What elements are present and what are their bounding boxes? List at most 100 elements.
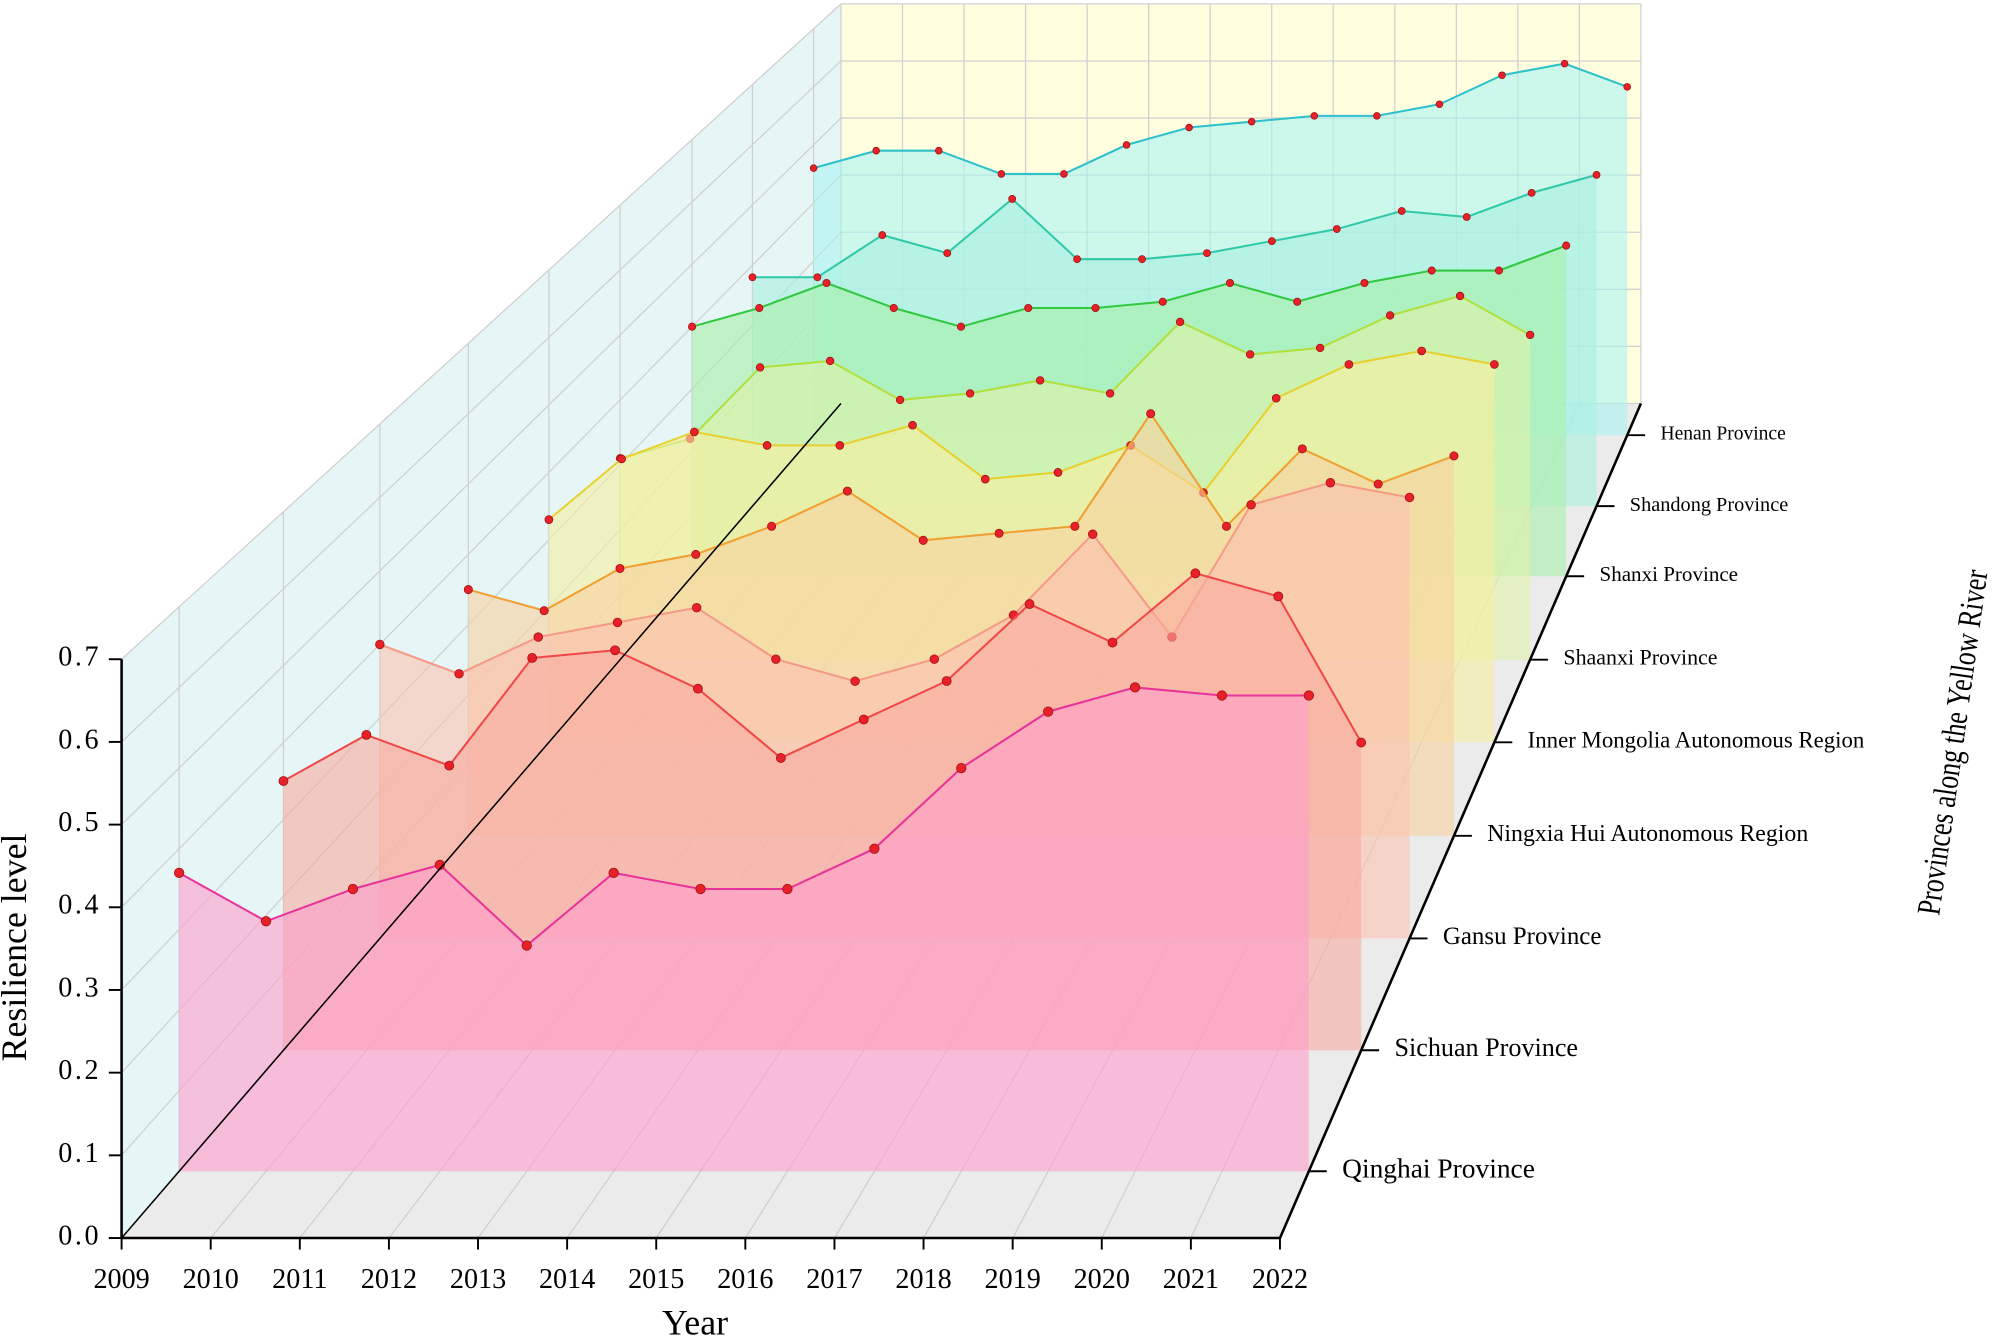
data-point — [908, 420, 917, 430]
data-point — [850, 676, 860, 686]
z-axis-title: Provinces along the Yellow River — [1910, 567, 1995, 917]
data-point — [965, 389, 975, 398]
data-point — [748, 273, 757, 282]
data-point — [1216, 690, 1228, 701]
data-point — [1562, 241, 1571, 250]
data-point — [809, 164, 818, 172]
data-point — [1449, 451, 1459, 461]
data-point — [1129, 682, 1141, 693]
data-point — [521, 940, 532, 951]
data-point — [941, 676, 952, 686]
data-point — [825, 356, 835, 366]
data-point — [918, 535, 928, 545]
data-point — [533, 632, 543, 642]
data-point — [1427, 266, 1436, 275]
data-point — [1293, 297, 1302, 306]
data-point — [775, 753, 786, 763]
data-point — [260, 916, 272, 927]
data-point — [1122, 141, 1131, 149]
data-point — [935, 146, 943, 155]
data-point — [1303, 690, 1314, 701]
data-point — [1297, 444, 1307, 454]
y-tick-label: 0.2 — [58, 1055, 101, 1086]
data-point — [1073, 255, 1082, 264]
x-tick-label: 2020 — [1074, 1264, 1130, 1295]
x-tick-label: 2016 — [717, 1264, 773, 1295]
data-point — [610, 645, 620, 656]
data-point — [1105, 389, 1115, 398]
grid-line — [121, 60, 842, 743]
data-point — [1053, 468, 1063, 477]
data-point — [1225, 278, 1235, 288]
z-tick-label: Shaanxi Province — [1563, 645, 1717, 670]
left-depth-edge — [121, 402, 842, 1239]
data-point — [1527, 189, 1536, 197]
data-point — [1325, 478, 1336, 488]
x-axis-title: Year — [662, 1303, 728, 1342]
data-point — [695, 883, 706, 895]
data-point — [1560, 59, 1569, 68]
data-point — [1310, 112, 1319, 120]
data-point — [1221, 521, 1232, 531]
x-tick-label: 2010 — [183, 1264, 239, 1295]
data-point — [1267, 237, 1276, 245]
data-point — [1024, 599, 1035, 609]
grid-line — [121, 117, 842, 826]
z-tick-label: Qinghai Province — [1342, 1154, 1535, 1184]
data-point — [1373, 479, 1383, 489]
data-point — [835, 441, 845, 450]
data-point — [375, 639, 385, 650]
data-point — [1024, 303, 1033, 313]
y-tick-label: 0.3 — [58, 972, 101, 1003]
x-tick-label: 2012 — [361, 1264, 417, 1295]
data-point — [463, 585, 473, 595]
series-line — [548, 349, 1495, 521]
data-point — [895, 395, 905, 405]
series-area — [179, 687, 1309, 1172]
data-point — [771, 654, 781, 664]
x-tick-label: 2015 — [628, 1264, 684, 1295]
data-point — [347, 883, 359, 895]
data-point — [1146, 409, 1156, 419]
x-tick-label: 2018 — [895, 1264, 951, 1295]
y-tick-label: 0.7 — [58, 642, 101, 673]
data-point — [1490, 360, 1499, 369]
data-point — [1344, 360, 1354, 369]
data-point — [943, 249, 952, 258]
data-point — [544, 515, 554, 524]
data-point — [1088, 529, 1098, 539]
data-point — [878, 231, 887, 239]
data-point — [278, 776, 289, 786]
x-tick-label: 2019 — [985, 1264, 1041, 1295]
data-point — [1332, 225, 1341, 233]
data-point — [454, 669, 464, 679]
data-point — [1070, 521, 1080, 531]
data-point — [539, 606, 549, 616]
data-point — [1356, 737, 1367, 748]
data-point — [174, 867, 185, 879]
data-point — [1185, 123, 1193, 132]
x-tick-label: 2014 — [539, 1264, 595, 1295]
z-axis — [1278, 402, 1643, 1239]
data-point — [1043, 706, 1054, 717]
data-point — [1245, 350, 1255, 359]
data-point — [1175, 317, 1185, 327]
data-point — [755, 303, 764, 313]
data-point — [1373, 112, 1381, 120]
data-point — [1060, 170, 1068, 178]
data-point — [1498, 71, 1506, 79]
data-point — [889, 303, 898, 313]
data-point — [1494, 266, 1503, 275]
data-point — [693, 683, 703, 694]
data-point — [1404, 492, 1415, 503]
series-line — [282, 572, 1363, 782]
data-point — [842, 486, 852, 496]
data-point — [1385, 311, 1395, 320]
data-point — [1462, 213, 1471, 221]
data-point — [994, 528, 1004, 538]
data-point — [691, 602, 702, 613]
data-point — [1107, 637, 1118, 648]
data-point — [1455, 291, 1465, 301]
data-point — [688, 322, 697, 331]
